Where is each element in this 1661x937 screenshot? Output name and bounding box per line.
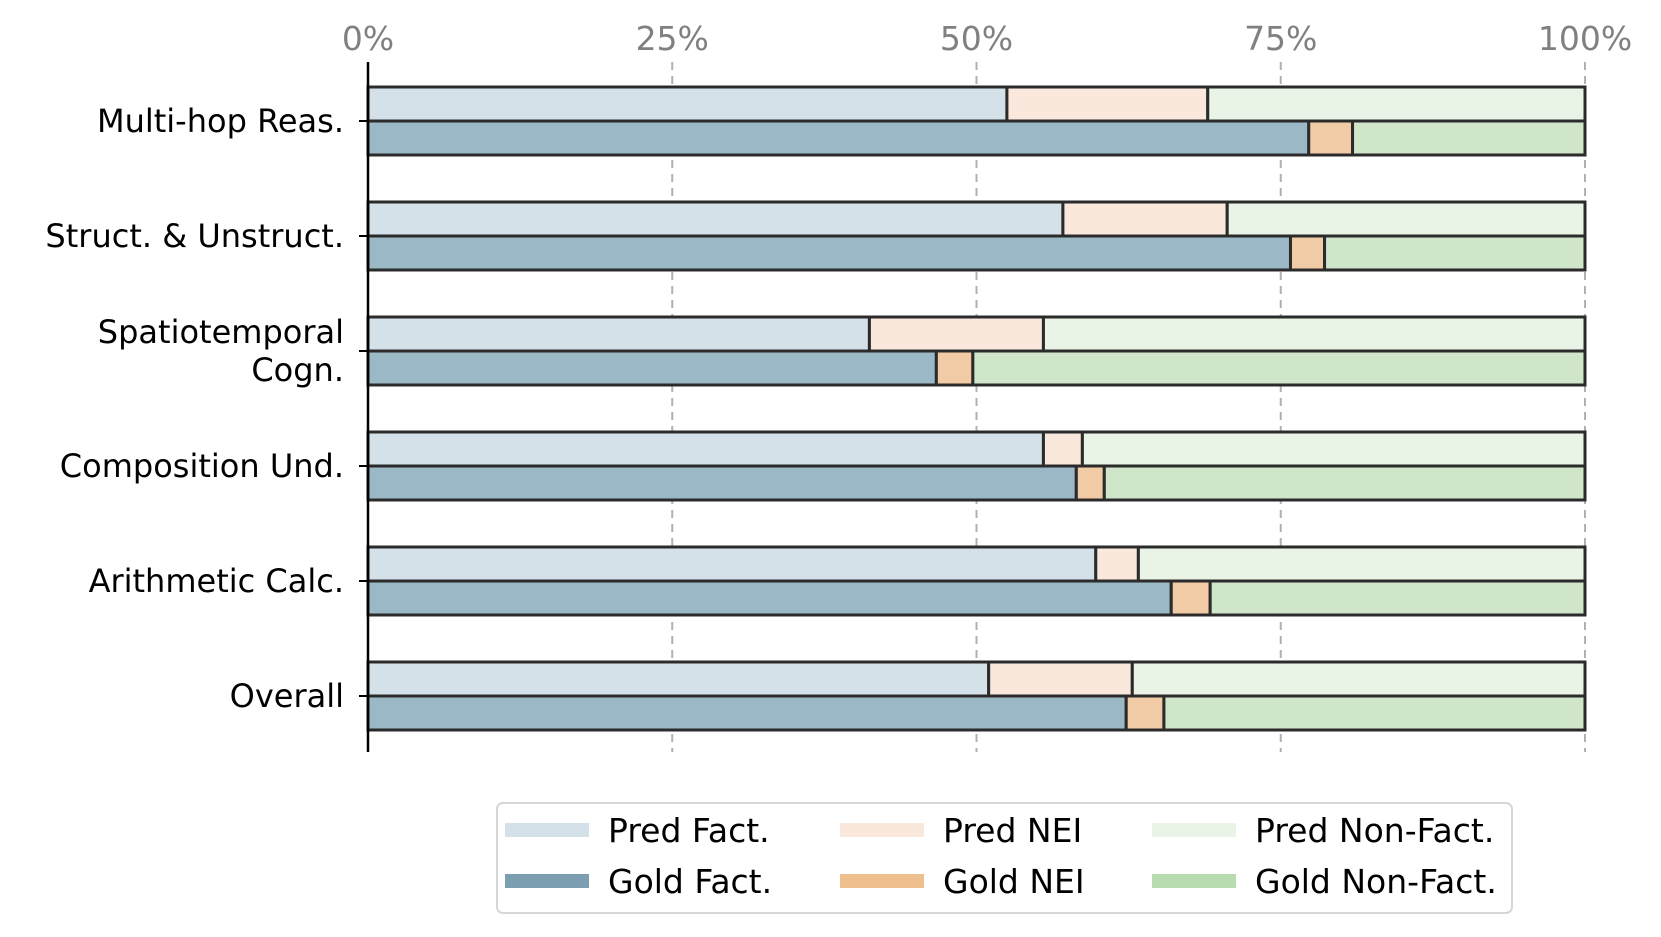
legend-label: Pred NEI (943, 811, 1082, 850)
gold-nonfact-bar (1323, 234, 1587, 272)
legend-label: Gold Fact. (608, 862, 772, 901)
y-axis (359, 62, 370, 752)
gold-nonfact-bar (1102, 464, 1587, 502)
pred-nonfact-bar (1206, 85, 1587, 123)
category-label: Composition Und. (60, 447, 344, 485)
legend-label: Pred Fact. (608, 811, 770, 850)
legend-swatch (1152, 874, 1236, 888)
legend-label: Pred Non-Fact. (1255, 811, 1494, 850)
gold-nonfact-bar (1208, 579, 1587, 617)
gold-nei-bar (1169, 579, 1212, 617)
pred-nei-bar (1094, 545, 1140, 583)
pred-fact-bar (366, 430, 1045, 468)
legend-label: Gold NEI (943, 862, 1085, 901)
x-tick-label: 0% (342, 19, 394, 58)
category-label: Overall (230, 677, 344, 715)
x-tick-labels: 0% 25% 50% 75% 100% (342, 19, 1632, 58)
pred-fact-bar (366, 85, 1009, 123)
pred-fact-bar (366, 200, 1065, 238)
legend-swatch (505, 823, 589, 837)
pred-nonfact-bar (1130, 660, 1587, 698)
category-label: Cogn. (251, 351, 344, 389)
gold-fact-bar (366, 234, 1292, 272)
gold-nei-bar (1288, 234, 1327, 272)
legend: Pred Fact. Gold Fact. Pred NEI Gold NEI Pred… (496, 802, 1513, 914)
gold-fact-bar (366, 694, 1128, 732)
gold-fact-bar (366, 579, 1173, 617)
category-label: Spatiotemporal (98, 313, 344, 351)
gold-fact-bar (366, 349, 938, 387)
legend-swatch (1152, 823, 1236, 837)
pred-nonfact-bar (1080, 430, 1587, 468)
category-label: Multi-hop Reas. (97, 102, 344, 140)
category-label: Struct. & Unstruct. (45, 217, 344, 255)
x-tick-label: 25% (636, 19, 709, 58)
legend-swatch (840, 874, 924, 888)
pred-fact-bar (366, 545, 1098, 583)
pred-fact-bar (366, 660, 991, 698)
legend-frame (496, 802, 1513, 914)
legend-label: Gold Non-Fact. (1255, 862, 1497, 901)
bars (366, 85, 1587, 732)
category-labels: Multi-hop Reas. Struct. & Unstruct. Spatio… (45, 102, 344, 715)
pred-nei-bar (867, 315, 1045, 353)
pred-fact-bar (366, 315, 871, 353)
pred-nei-bar (1041, 430, 1084, 468)
gold-fact-bar (366, 119, 1311, 157)
legend-swatch (840, 823, 924, 837)
pred-nonfact-bar (1225, 200, 1587, 238)
gold-nonfact-bar (1162, 694, 1587, 732)
pred-nonfact-bar (1136, 545, 1587, 583)
x-tick-label: 50% (940, 19, 1013, 58)
legend-swatch (505, 874, 589, 888)
gold-fact-bar (366, 464, 1078, 502)
pred-nei-bar (1005, 85, 1210, 123)
gold-nonfact-bar (1351, 119, 1587, 157)
gold-nei-bar (1124, 694, 1166, 732)
gold-nei-bar (1307, 119, 1355, 157)
category-label: Arithmetic Calc. (89, 562, 344, 600)
pred-nei-bar (1061, 200, 1229, 238)
gold-nei-bar (934, 349, 975, 387)
gold-nonfact-bar (971, 349, 1587, 387)
grid-lines (671, 62, 1586, 752)
pred-nonfact-bar (1041, 315, 1587, 353)
x-tick-label: 100% (1538, 19, 1632, 58)
pred-nei-bar (987, 660, 1134, 698)
gold-nei-bar (1074, 464, 1106, 502)
x-tick-label: 75% (1244, 19, 1317, 58)
